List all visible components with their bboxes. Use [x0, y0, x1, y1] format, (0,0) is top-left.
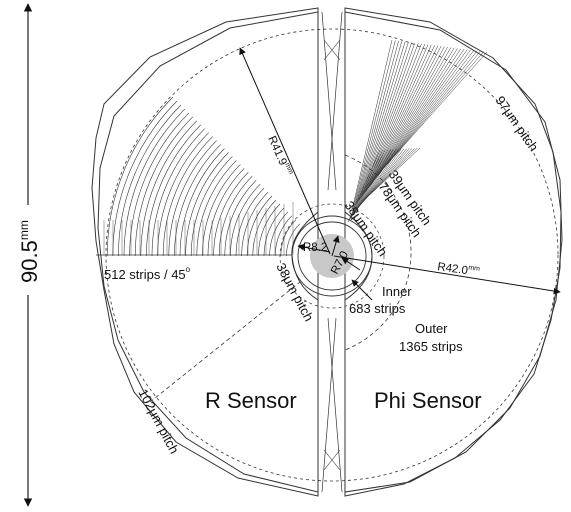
r41-9-label: R41.9mm: [265, 134, 294, 178]
r-sensor-strips: [103, 96, 304, 257]
r-strip: [274, 215, 293, 257]
overall-dimension: 90.5mm: [14, 3, 42, 507]
phi-strip: [354, 41, 403, 206]
outer-label: Outer: [415, 321, 448, 336]
r-strip: [168, 140, 217, 257]
phi-strip: [358, 42, 416, 201]
phi-strip: [378, 50, 478, 175]
outer-strips-label: 1365 strips: [399, 339, 463, 354]
phi-inner-strip: [352, 149, 394, 216]
phi-inner-strip: [354, 148, 399, 213]
phi-strip: [370, 47, 452, 186]
outer-polygon-r-2: [97, 11, 319, 493]
phi-strip: [356, 42, 409, 204]
r8-2-label: R8.2: [303, 242, 327, 254]
radius-arrows: [239, 47, 561, 301]
phi-strip: [374, 48, 465, 180]
phi-sensor-label: Phi Sensor: [374, 388, 482, 413]
pitch-97-label: 97μm pitch: [493, 93, 542, 154]
phi-strip: [366, 45, 439, 191]
phi-strip: [368, 46, 445, 189]
r-strip: [134, 116, 194, 257]
phi-strip: [353, 40, 399, 208]
phi-inner-strip: [347, 149, 381, 223]
r-strip: [235, 187, 265, 257]
center-band-inner-l: [321, 11, 337, 493]
pitch-102-label: 102μm pitch: [135, 386, 182, 456]
phi-strip: [377, 50, 475, 176]
phi-strip: [352, 40, 396, 209]
center-band-inner-r: [327, 11, 343, 493]
r-strip: [280, 219, 297, 257]
phi-strip: [361, 43, 422, 198]
dimension-label: 90.5mm: [17, 220, 42, 283]
dimension-label-mask: [14, 205, 42, 295]
r-strip: [157, 132, 209, 257]
r-strip: [129, 112, 190, 257]
phi-strip: [373, 48, 462, 182]
outer-polygon-phi-2: [344, 11, 563, 493]
r-strip: [179, 148, 225, 257]
arrow-inner: [351, 279, 373, 301]
inner-strips-label: 683 strips: [349, 301, 406, 316]
r-strip: [151, 128, 205, 257]
phi-strip: [381, 51, 488, 171]
r-sensor-label: R Sensor: [205, 388, 297, 413]
phi-inner-strip: [353, 149, 397, 215]
phi-strip: [367, 46, 442, 190]
r-strip: [106, 96, 174, 257]
phi-strip: [376, 49, 471, 178]
inner-circle-1: [279, 203, 385, 309]
r-strip: [263, 207, 285, 257]
r42-0-label: R42.0mm: [437, 260, 481, 279]
r-strip: [207, 168, 245, 257]
r-strip: [140, 120, 198, 257]
r-strip: [123, 108, 186, 257]
phi-strip: [380, 51, 484, 172]
r-strip: [118, 104, 182, 257]
phi-strip: [355, 41, 406, 205]
arrow-r7-0: [331, 235, 340, 257]
phi-strip: [365, 45, 435, 193]
outer-polygon-r: [91, 7, 319, 497]
phi-inner-strip: [348, 149, 383, 221]
phi-inner-strip: [351, 149, 391, 217]
phi-sensor-strips: [347, 39, 488, 223]
r-strip: [213, 172, 249, 257]
inner-label: Inner: [382, 284, 412, 299]
r-strip: [146, 124, 202, 257]
phi-strip: [351, 39, 393, 211]
r-strip: [258, 203, 281, 257]
r-strip: [112, 100, 178, 257]
r-strip: [269, 211, 289, 257]
r-strip: [190, 156, 233, 257]
strips-512-label: 512 strips / 45o: [104, 265, 191, 282]
r-strip: [246, 195, 273, 257]
phi-strip: [363, 44, 429, 195]
phi-inner-strip: [361, 147, 421, 203]
inner-circle-3: [297, 221, 367, 291]
r-strip: [185, 152, 229, 257]
sector-divider-102: [149, 281, 301, 403]
r-strip: [230, 183, 261, 257]
r-strip: [162, 136, 213, 257]
phi-inner-strip: [349, 149, 386, 220]
arrow-38-phi: [341, 257, 361, 271]
r-strip: [196, 160, 237, 257]
r-strip: [174, 144, 221, 257]
r-strip: [291, 227, 304, 257]
arrow-r8-2: [297, 243, 331, 253]
phi-strip: [357, 42, 412, 202]
phi-strip: [371, 47, 455, 184]
phi-strip: [379, 51, 481, 173]
phi-inner-strip: [350, 149, 389, 219]
r-strip: [218, 175, 253, 257]
r-strip: [241, 191, 269, 257]
r-strip: [286, 223, 301, 257]
arrow-r41-9: [239, 47, 331, 255]
r-strip: [224, 179, 257, 257]
arrow-r42-0: [333, 255, 561, 295]
center-band-cross: [323, 39, 341, 471]
